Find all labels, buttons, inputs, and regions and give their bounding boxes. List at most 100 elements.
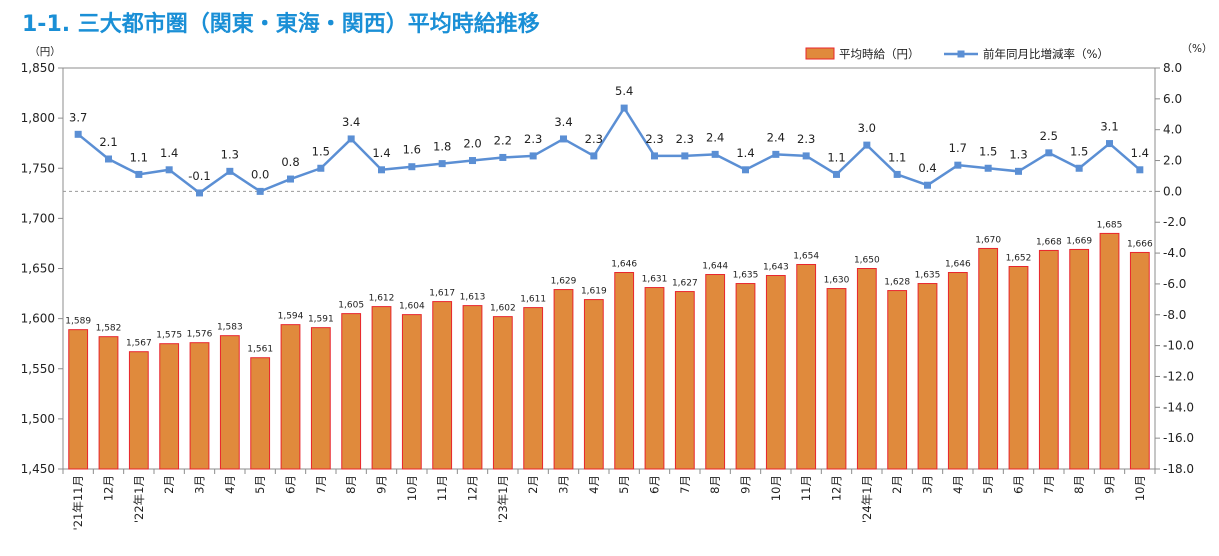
x-tick-label: 5月 [981, 475, 995, 494]
y2-tick-label: -4.0 [1163, 246, 1186, 260]
bar [98, 336, 119, 470]
line-data-label: 2.1 [99, 135, 117, 149]
bar-series: 1,589 1,582 1,567 1,575 1,576 1,583 1,561 1,594… [65, 220, 1153, 470]
line-point [1106, 140, 1113, 148]
bar-data-label: 1,650 [854, 256, 880, 266]
x-tick-label: 7月 [678, 475, 692, 494]
x-tick-label: 10月 [1133, 475, 1147, 501]
line-point [1015, 167, 1022, 175]
x-tick-label: 9月 [739, 475, 753, 494]
x-tick-label: '22年1月 [132, 475, 146, 523]
line-point [924, 181, 931, 189]
line-data-label: 2.3 [676, 132, 694, 146]
line-point [317, 164, 325, 172]
line-data-label: 1.3 [221, 147, 239, 161]
line-data-label: 3.0 [858, 121, 876, 135]
bar [1038, 249, 1059, 470]
y-tick-label: 1,850 [21, 61, 55, 75]
x-tick-label: 12月 [466, 475, 480, 501]
line-point [1075, 164, 1083, 172]
bar-data-label: 1,627 [672, 279, 698, 289]
line-point [802, 152, 810, 160]
x-tick-label: 6月 [1012, 475, 1026, 494]
x-tick-label: 8月 [344, 475, 358, 494]
bar [553, 289, 574, 470]
line-point [651, 152, 658, 160]
x-tick-label: '23年1月 [496, 475, 510, 523]
bar [128, 351, 149, 470]
legend: 平均時給（円） 前年同月比増減率（%） [805, 47, 1109, 61]
x-tick-label: 3月 [557, 475, 571, 494]
y-tick-label: 1,750 [21, 161, 55, 175]
bar-data-label: 1,604 [399, 302, 425, 312]
bar-data-label: 1,670 [975, 235, 1001, 245]
line-data-label: 1.5 [1070, 144, 1088, 158]
x-tick-label: 4月 [951, 475, 965, 494]
x-tick-label: 11月 [435, 475, 449, 501]
bar-data-label: 1,617 [429, 289, 455, 299]
y-tick-label: 1,700 [21, 211, 55, 225]
line-data-label: 2.2 [494, 133, 512, 147]
bar-data-label: 1,613 [460, 293, 486, 303]
bar-data-label: 1,591 [308, 315, 334, 325]
x-tick-label: 2月 [526, 475, 540, 494]
line-data-label: 1.4 [160, 146, 178, 160]
y2-tick-label: 8.0 [1163, 61, 1182, 75]
bar-data-label: 1,611 [520, 295, 546, 305]
x-tick-label: 12月 [830, 475, 844, 501]
x-tick-label: 10月 [405, 475, 419, 501]
x-tick-label: 2月 [162, 475, 176, 494]
line-data-label: 0.0 [251, 167, 269, 181]
x-tick-label: 9月 [1103, 475, 1117, 494]
line-point [469, 157, 476, 165]
y2-tick-label: -6.0 [1163, 277, 1186, 291]
line-data-label: 2.5 [1040, 129, 1058, 143]
x-tick-label: '21年11月 [71, 475, 85, 530]
x-tick-label: 7月 [314, 475, 328, 494]
bar-data-label: 1,631 [642, 275, 668, 285]
line-point [742, 166, 749, 174]
line-point [681, 152, 689, 160]
bar [432, 301, 453, 470]
bar-data-label: 1,567 [126, 339, 152, 349]
x-tick-label: 4月 [587, 475, 601, 494]
bar [583, 299, 604, 470]
bar [159, 343, 180, 470]
bar [887, 290, 908, 470]
bar-data-label: 1,669 [1066, 236, 1092, 246]
x-tick-label: 10月 [769, 475, 783, 501]
y2-axis-unit: （%） [1182, 43, 1213, 55]
y2-tick-label: -2.0 [1163, 215, 1186, 229]
x-tick-label: 7月 [1042, 475, 1056, 494]
bar-data-label: 1,576 [187, 330, 213, 340]
line-point [984, 164, 992, 172]
line-data-label: 1.4 [1131, 146, 1149, 160]
bar [1099, 232, 1120, 470]
x-tick-label: 9月 [375, 475, 389, 494]
y-tick-label: 1,500 [21, 412, 55, 426]
line-point [165, 166, 173, 174]
x-tick-label: 5月 [253, 475, 267, 494]
bar-data-label: 1,589 [65, 317, 91, 327]
line-data-label: 1.6 [403, 143, 421, 157]
bar-data-label: 1,630 [824, 276, 850, 286]
bar-data-label: 1,605 [338, 301, 364, 311]
page-title: 1-1. 三大都市圏（関東・東海・関西）平均時給推移 [22, 12, 540, 37]
line-data-label: 1.5 [312, 144, 330, 158]
bar [917, 283, 938, 470]
y2-tick-label: 4.0 [1163, 123, 1182, 137]
x-tick-label: 3月 [921, 475, 935, 494]
y-tick-label: 1,450 [21, 462, 55, 476]
line-data-label: 3.1 [1100, 120, 1118, 134]
y2-tick-label: -16.0 [1163, 431, 1194, 445]
axes: 1,450 1,500 1,550 1,600 1,650 1,700 1,750 1,800… [21, 43, 1213, 530]
bar [462, 305, 483, 470]
bar-data-label: 1,602 [490, 304, 516, 314]
legend-swatch-bar [805, 47, 835, 60]
legend-swatch-marker [957, 50, 965, 58]
x-tick-label: 8月 [1072, 475, 1086, 494]
y2-tick-label: -14.0 [1163, 400, 1194, 414]
line-point [772, 150, 780, 158]
y2-tick-label: -8.0 [1163, 308, 1186, 322]
